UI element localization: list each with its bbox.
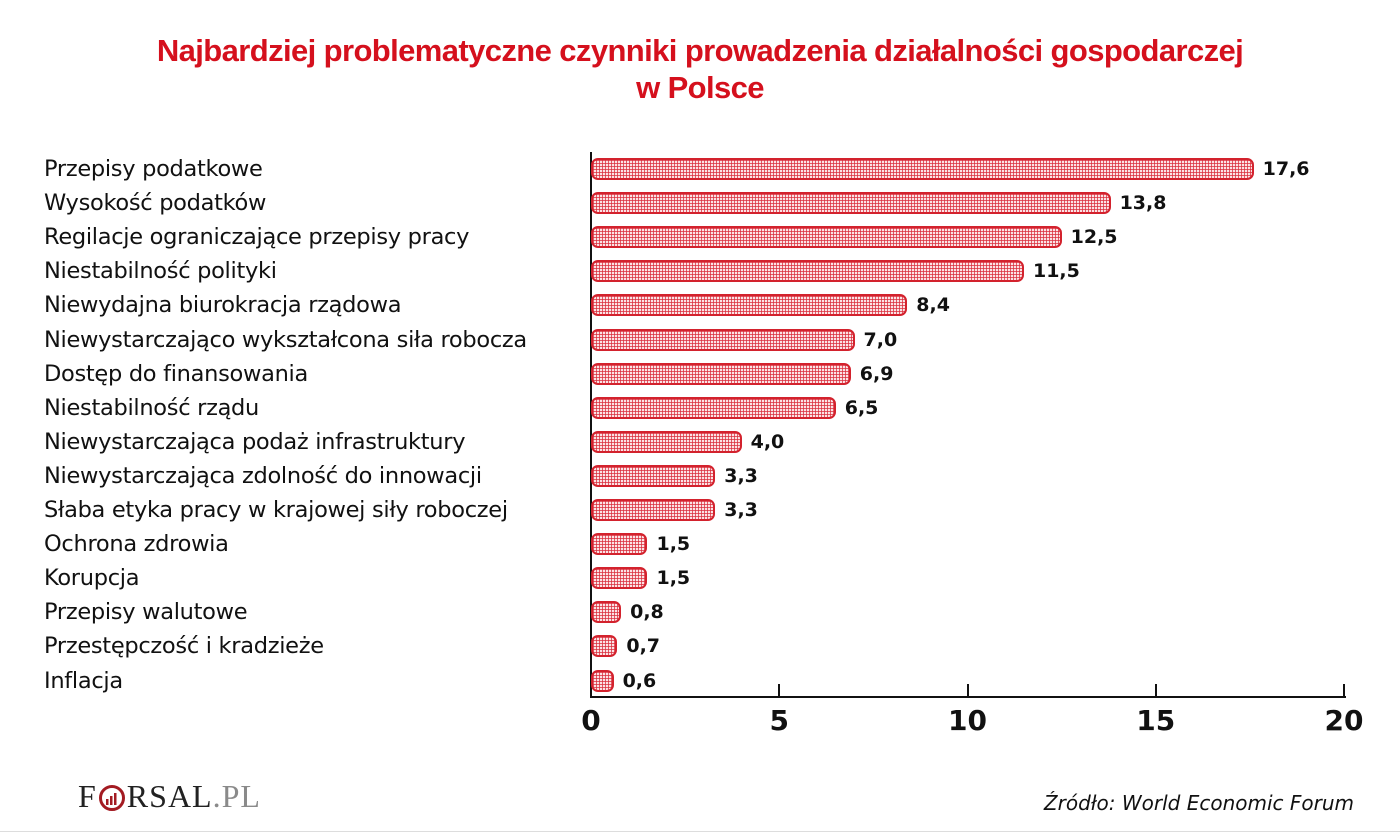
chart-title: Najbardziej problematyczne czynniki prow… [0,32,1400,106]
category-label: Niewystarczająca zdolność do innowacji [44,462,482,489]
bar [591,635,618,658]
bar-value-label: 6,9 [859,362,894,385]
bar-value-label: 12,5 [1070,226,1118,249]
bar-value-label: 3,3 [724,499,758,521]
category-label: Dostęp do finansowania [44,360,308,387]
bar [591,260,1024,283]
x-axis-tick [966,684,969,697]
bar [591,464,716,487]
chart-title-line-2: w Polsce [636,70,764,105]
x-axis-tick-label: 5 [769,704,789,737]
forsal-logo: F RSAL .PL [78,778,261,815]
category-label: Przepisy walutowe [44,599,248,626]
category-label: Wysokość podatków [44,190,267,217]
bar-value-label: 8,4 [916,294,950,317]
category-label: Przestępczość i kradzieże [44,633,324,660]
bar-value-label: 17,6 [1262,158,1310,180]
category-label: Przepisy podatkowe [44,156,263,182]
logo-text-suffix: RSAL [126,778,213,814]
bar [591,567,648,590]
x-axis-tick [1154,684,1157,697]
category-label: Niestabilność polityki [44,258,277,285]
bar-value-label: 11,5 [1032,260,1080,283]
chart-title-line-1: Najbardziej problematyczne czynniki prow… [156,33,1244,68]
source-note: Źródło: World Economic Forum [1043,791,1354,815]
bar-value-label: 1,5 [656,567,691,590]
category-label: Słaba etyka pracy w krajowej siły robocz… [44,497,508,523]
bar-value-label: 1,5 [656,533,691,556]
bar [591,533,648,556]
y-axis-line [590,152,592,697]
logo-chart-icon [98,783,126,811]
x-axis-tick [778,684,781,697]
bar-value-label: 0,8 [630,601,664,624]
x-axis-tick-label: 10 [948,704,987,737]
x-axis-tick [1343,684,1345,697]
category-label: Regilacje ograniczające przepisy pracy [44,224,470,251]
bar-value-label: 0,6 [622,669,657,692]
x-axis-tick-label: 15 [1136,704,1176,737]
bottom-divider [0,831,1400,832]
bar [591,362,851,385]
bar-value-label: 6,5 [844,396,879,419]
bar [591,396,836,419]
bar [591,669,614,692]
category-label: Niewydajna biurokracja rządowa [44,292,402,319]
logo-text-domain: .PL [212,778,261,814]
bar [591,192,1111,215]
bar [591,226,1062,249]
bar [591,328,855,351]
category-label: Niestabilność rządu [44,394,260,421]
category-label: Ochrona zdrowia [44,531,229,558]
x-axis-tick-label: 0 [581,704,601,737]
bar-value-label: 3,3 [724,464,758,487]
bar [591,499,716,521]
bar-value-label: 13,8 [1119,192,1167,215]
bar [591,294,908,317]
bar-value-label: 7,0 [863,328,898,351]
category-label: Korupcja [44,565,140,592]
x-axis-line [590,696,1346,698]
bar [591,430,742,453]
category-label: Niewystarczająca podaż infrastruktury [44,428,466,455]
bar-value-label: 4,0 [750,430,785,453]
bar [591,158,1254,180]
bar [591,601,622,624]
category-label: Niewystarczająco wykształcona siła roboc… [44,326,527,353]
bar-value-label: 0,7 [626,635,661,658]
logo-text-prefix: F [78,778,97,814]
x-axis-tick-label: 20 [1324,704,1364,737]
category-label: Inflacja [44,667,123,694]
